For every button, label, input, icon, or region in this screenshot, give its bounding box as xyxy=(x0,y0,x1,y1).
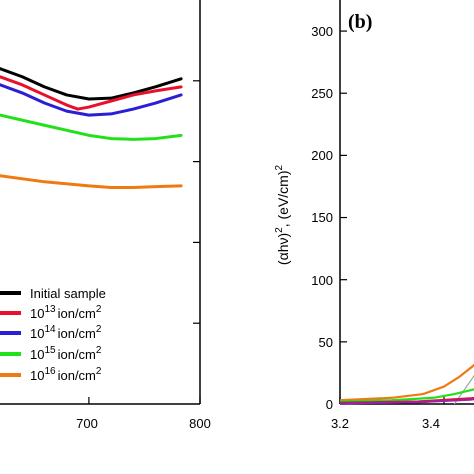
panel-b-y-tick-label-250: 250 xyxy=(311,86,333,101)
y-label-part-a: (αhν) xyxy=(275,233,291,265)
panel-a-ticks xyxy=(88,80,201,404)
panel-a-series xyxy=(0,67,183,189)
legend-base-1e15: 10 xyxy=(30,347,44,362)
panel-a: 700 800 Initial sample 1013 ion/cm2 1014 i… xyxy=(0,0,211,431)
panel-b-series-line-1 xyxy=(339,388,474,403)
panel-b-y-tick-label-150: 150 xyxy=(311,210,333,225)
y-label-part-b: , (eV/cm) xyxy=(275,171,291,228)
legend: Initial sample 1013 ion/cm2 1014 ion/cm2 1… xyxy=(0,286,106,383)
series-line-10-15-ion-cm-2 xyxy=(0,113,183,141)
legend-base-1e14: 10 xyxy=(30,326,44,341)
legend-exp-1e16: 16 xyxy=(44,366,56,377)
legend-unit-exp-1e13: 2 xyxy=(96,304,102,315)
legend-exp-1e15: 15 xyxy=(44,345,56,356)
panel-b-y-tick-label-200: 200 xyxy=(311,148,333,163)
panel-b-x-tick-label-3-4: 3.4 xyxy=(422,416,440,431)
legend-label-1e14: 1014 ion/cm2 xyxy=(30,324,102,341)
legend-base-1e16: 10 xyxy=(30,368,44,383)
legend-unit-exp-1e15: 2 xyxy=(96,345,102,356)
series-line-initial-sample xyxy=(0,67,183,101)
panel-b-x-tick-label-3-2: 3.2 xyxy=(331,416,349,431)
legend-label-1e15: 1015 ion/cm2 xyxy=(30,345,102,362)
panel-b-series xyxy=(339,363,474,405)
panel-b-y-tick-label-50: 50 xyxy=(319,335,333,350)
panel-b-y-tick-label-0: 0 xyxy=(326,397,333,412)
series-line-10-14-ion-cm-2 xyxy=(0,83,183,117)
panel-b: 0 50 100 150 200 250 300 3.2 3.4 (b) (αh… xyxy=(274,0,474,431)
panel-b-y-axis-label: (αhν)2, (eV/cm)2 xyxy=(274,165,291,266)
legend-unit-exp-1e14: 2 xyxy=(96,324,102,335)
legend-unit-1e14: ion/cm xyxy=(58,326,96,341)
legend-label-1e16: 1016 ion/cm2 xyxy=(30,366,102,383)
fit-line-0 xyxy=(453,374,474,405)
panel-a-x-tick-label-700: 700 xyxy=(76,416,98,431)
legend-label-1e13: 1013 ion/cm2 xyxy=(30,304,102,321)
legend-base-1e13: 10 xyxy=(30,306,44,321)
y-label-part-a-exp: 2 xyxy=(274,227,285,233)
legend-exp-1e14: 14 xyxy=(44,324,56,335)
legend-unit-1e13: ion/cm xyxy=(58,306,96,321)
legend-label-initial: Initial sample xyxy=(30,286,106,301)
legend-unit-1e16: ion/cm xyxy=(58,368,96,383)
panel-b-series-line-0 xyxy=(339,363,474,402)
panel-b-ticks xyxy=(339,30,445,405)
y-label-part-b-exp: 2 xyxy=(274,165,285,171)
panel-b-label: (b) xyxy=(348,11,372,33)
legend-unit-exp-1e16: 2 xyxy=(96,366,102,377)
series-line-10-13-ion-cm-2 xyxy=(0,75,183,111)
series-line-10-16-ion-cm-2 xyxy=(0,174,183,189)
panel-b-series-line-4 xyxy=(339,398,474,405)
panel-a-x-tick-label-800: 800 xyxy=(189,416,211,431)
legend-unit-1e15: ion/cm xyxy=(58,347,96,362)
legend-exp-1e13: 13 xyxy=(44,304,56,315)
panel-b-y-tick-label-100: 100 xyxy=(311,273,333,288)
panel-b-y-tick-label-300: 300 xyxy=(311,24,333,39)
